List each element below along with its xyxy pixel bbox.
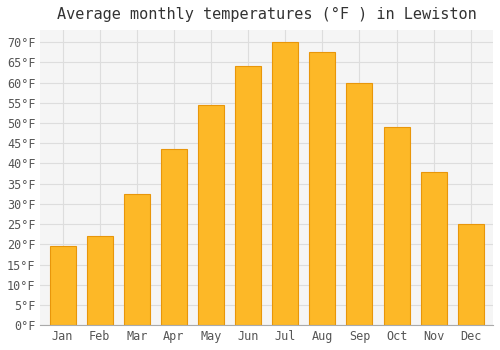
Bar — [272, 42, 298, 325]
Bar — [124, 194, 150, 325]
Bar — [310, 52, 336, 325]
Bar — [420, 172, 446, 325]
Bar — [346, 83, 372, 325]
Bar — [198, 105, 224, 325]
Bar — [235, 66, 261, 325]
Bar — [50, 246, 76, 325]
Bar — [161, 149, 187, 325]
Bar — [86, 236, 113, 325]
Title: Average monthly temperatures (°F ) in Lewiston: Average monthly temperatures (°F ) in Le… — [57, 7, 476, 22]
Bar — [384, 127, 409, 325]
Bar — [458, 224, 484, 325]
